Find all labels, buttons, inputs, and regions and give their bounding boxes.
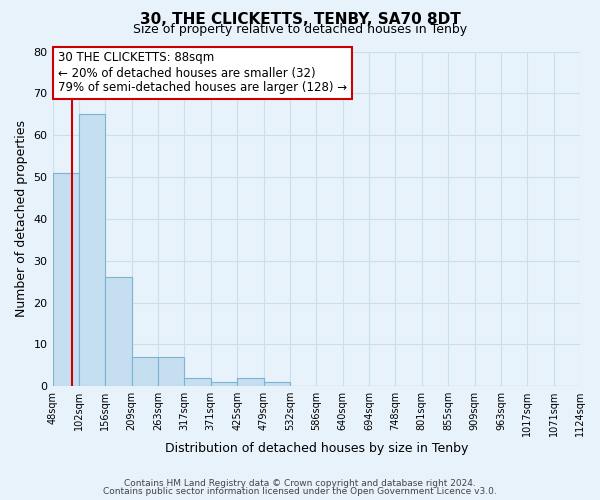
Bar — [211, 382, 237, 386]
Text: Size of property relative to detached houses in Tenby: Size of property relative to detached ho… — [133, 22, 467, 36]
Text: Contains HM Land Registry data © Crown copyright and database right 2024.: Contains HM Land Registry data © Crown c… — [124, 478, 476, 488]
Bar — [263, 382, 290, 386]
Y-axis label: Number of detached properties: Number of detached properties — [15, 120, 28, 318]
Bar — [131, 357, 158, 386]
Text: 30, THE CLICKETTS, TENBY, SA70 8DT: 30, THE CLICKETTS, TENBY, SA70 8DT — [140, 12, 460, 28]
Bar — [184, 378, 211, 386]
Bar — [158, 357, 184, 386]
Bar — [53, 173, 79, 386]
X-axis label: Distribution of detached houses by size in Tenby: Distribution of detached houses by size … — [164, 442, 468, 455]
Bar — [79, 114, 105, 386]
Bar — [237, 378, 263, 386]
Text: 30 THE CLICKETTS: 88sqm
← 20% of detached houses are smaller (32)
79% of semi-de: 30 THE CLICKETTS: 88sqm ← 20% of detache… — [58, 52, 347, 94]
Text: Contains public sector information licensed under the Open Government Licence v3: Contains public sector information licen… — [103, 487, 497, 496]
Bar — [105, 278, 131, 386]
